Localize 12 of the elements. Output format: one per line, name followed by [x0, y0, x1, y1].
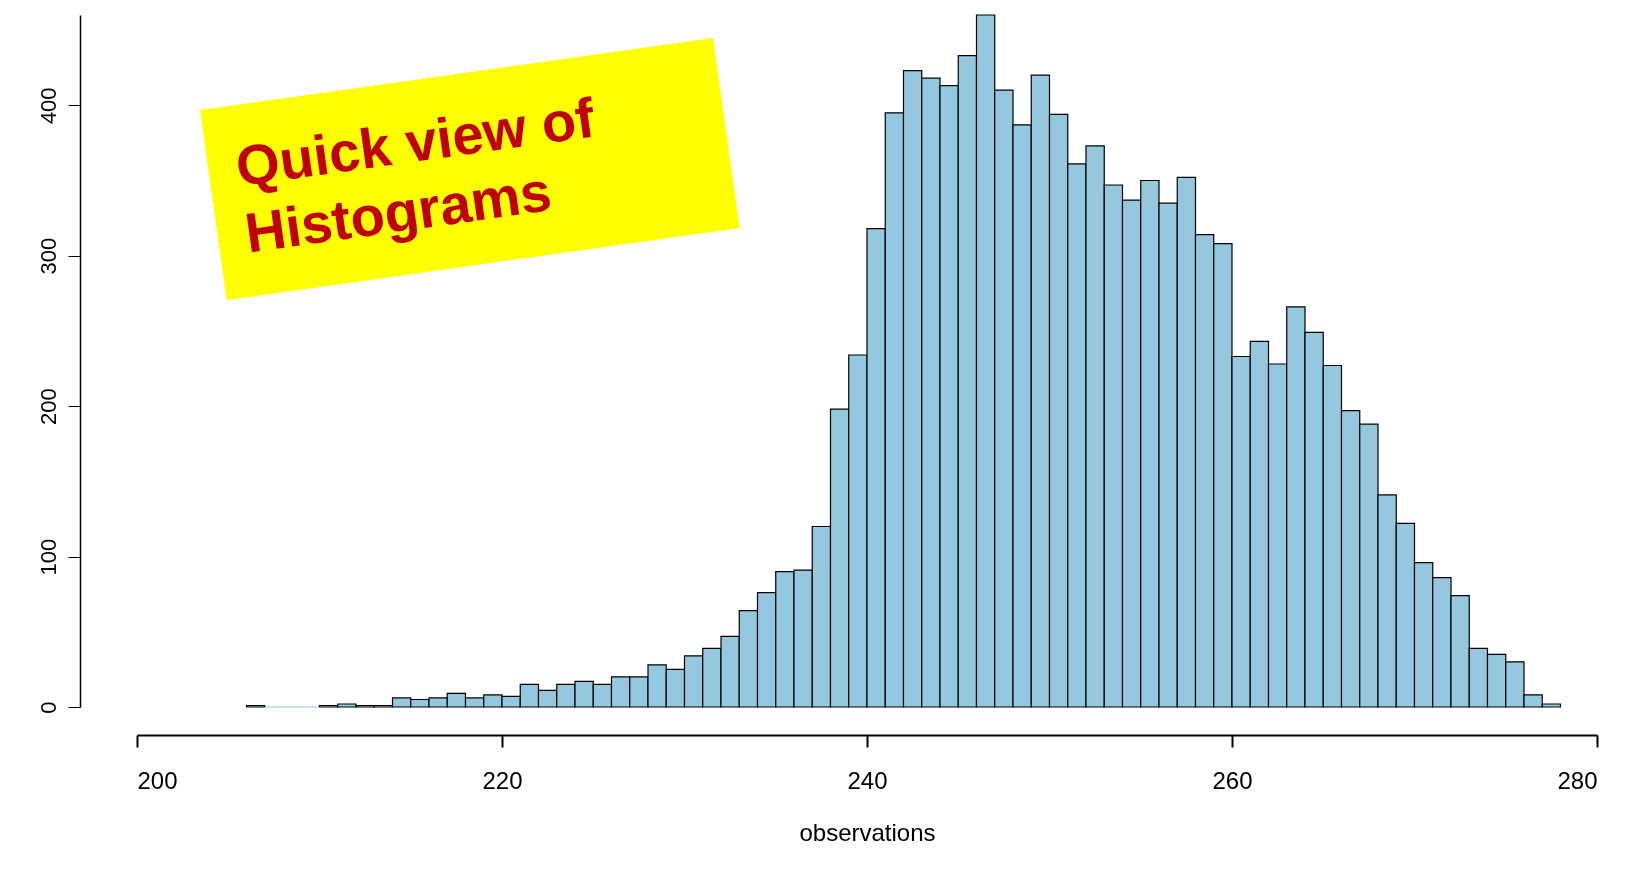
- x-tick-label: 240: [847, 766, 888, 794]
- y-tick-label: 200: [35, 388, 61, 425]
- y-tick-label: 300: [35, 237, 61, 275]
- text: Quick view of Histograms: [200, 37, 740, 301]
- x-axis-title: observations: [799, 818, 936, 846]
- x-tick-label: 220: [482, 766, 523, 794]
- x-tick-label: 260: [1212, 766, 1253, 794]
- y-tick-label: 100: [35, 538, 61, 576]
- x-tick-label: 200: [137, 766, 178, 794]
- y-tick-label: 400: [35, 87, 61, 125]
- y-tick-label: 0: [35, 701, 61, 714]
- x-tick-label: 280: [1557, 766, 1598, 794]
